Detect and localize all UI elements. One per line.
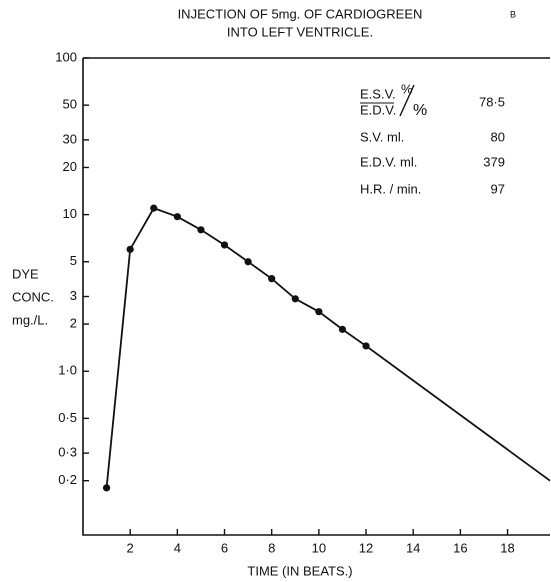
y-tick-label: 20: [63, 159, 77, 174]
x-tick-label: 8: [268, 540, 275, 555]
table-label: E.D.V. ml.: [360, 154, 417, 169]
y-axis-label: CONC.: [12, 289, 54, 304]
x-tick-label: 18: [500, 540, 514, 555]
table-label: S.V. ml.: [360, 129, 404, 144]
chart-title: INJECTION OF 5mg. OF CARDIOGREEN: [178, 6, 423, 21]
data-point: [338, 325, 347, 333]
y-axis-label: DYE: [12, 266, 39, 281]
y-tick-label: 0·3: [58, 445, 77, 460]
x-axis-label: TIME (IN BEATS.): [247, 563, 352, 578]
table-value: 78·5: [479, 94, 505, 109]
data-point: [126, 245, 134, 253]
x-tick-label: 4: [174, 540, 181, 555]
y-tick-label: 1·0: [58, 363, 77, 378]
y-axis-label: mg./L.: [12, 312, 48, 327]
table-value: 379: [483, 154, 505, 169]
data-point: [173, 213, 181, 221]
panel-label: B: [510, 9, 516, 19]
table-unit: %: [413, 102, 427, 119]
data-point: [102, 484, 111, 492]
y-tick-label: 50: [63, 97, 77, 112]
table-value: 80: [491, 129, 505, 144]
x-tick-label: 14: [406, 540, 420, 555]
chart-subtitle: INTO LEFT VENTRICLE.: [227, 24, 373, 39]
table-value: 97: [491, 181, 505, 196]
y-tick-label: 2: [70, 316, 77, 331]
axes-frame: [82, 57, 550, 536]
data-point: [197, 226, 205, 234]
data-point: [291, 295, 299, 303]
x-tick-label: 10: [312, 540, 326, 555]
table-label: H.R. / min.: [360, 181, 421, 196]
data-point: [244, 258, 252, 266]
data-point: [150, 204, 158, 212]
y-tick-label: 10: [63, 206, 77, 221]
data-line: [365, 345, 551, 482]
data-point: [220, 241, 229, 249]
x-tick-label: 16: [453, 540, 467, 555]
x-tick-label: 2: [127, 540, 134, 555]
data-point: [315, 308, 323, 316]
y-tick-label: 0·2: [58, 472, 77, 487]
table-label: E.D.V.: [360, 102, 396, 117]
table-unit: %: [401, 81, 413, 96]
y-tick-label: 0·5: [58, 410, 77, 425]
table-label: E.S.V.: [360, 86, 396, 101]
data-point: [268, 275, 276, 283]
fraction-slash: [399, 84, 415, 117]
y-tick-label: 5: [70, 253, 77, 268]
data-line: [105, 207, 367, 488]
y-tick-label: 30: [63, 131, 77, 146]
y-tick-label: 100: [55, 49, 77, 64]
y-tick-label: 3: [70, 288, 77, 303]
x-tick-label: 12: [359, 540, 373, 555]
x-tick-label: 6: [221, 540, 228, 555]
